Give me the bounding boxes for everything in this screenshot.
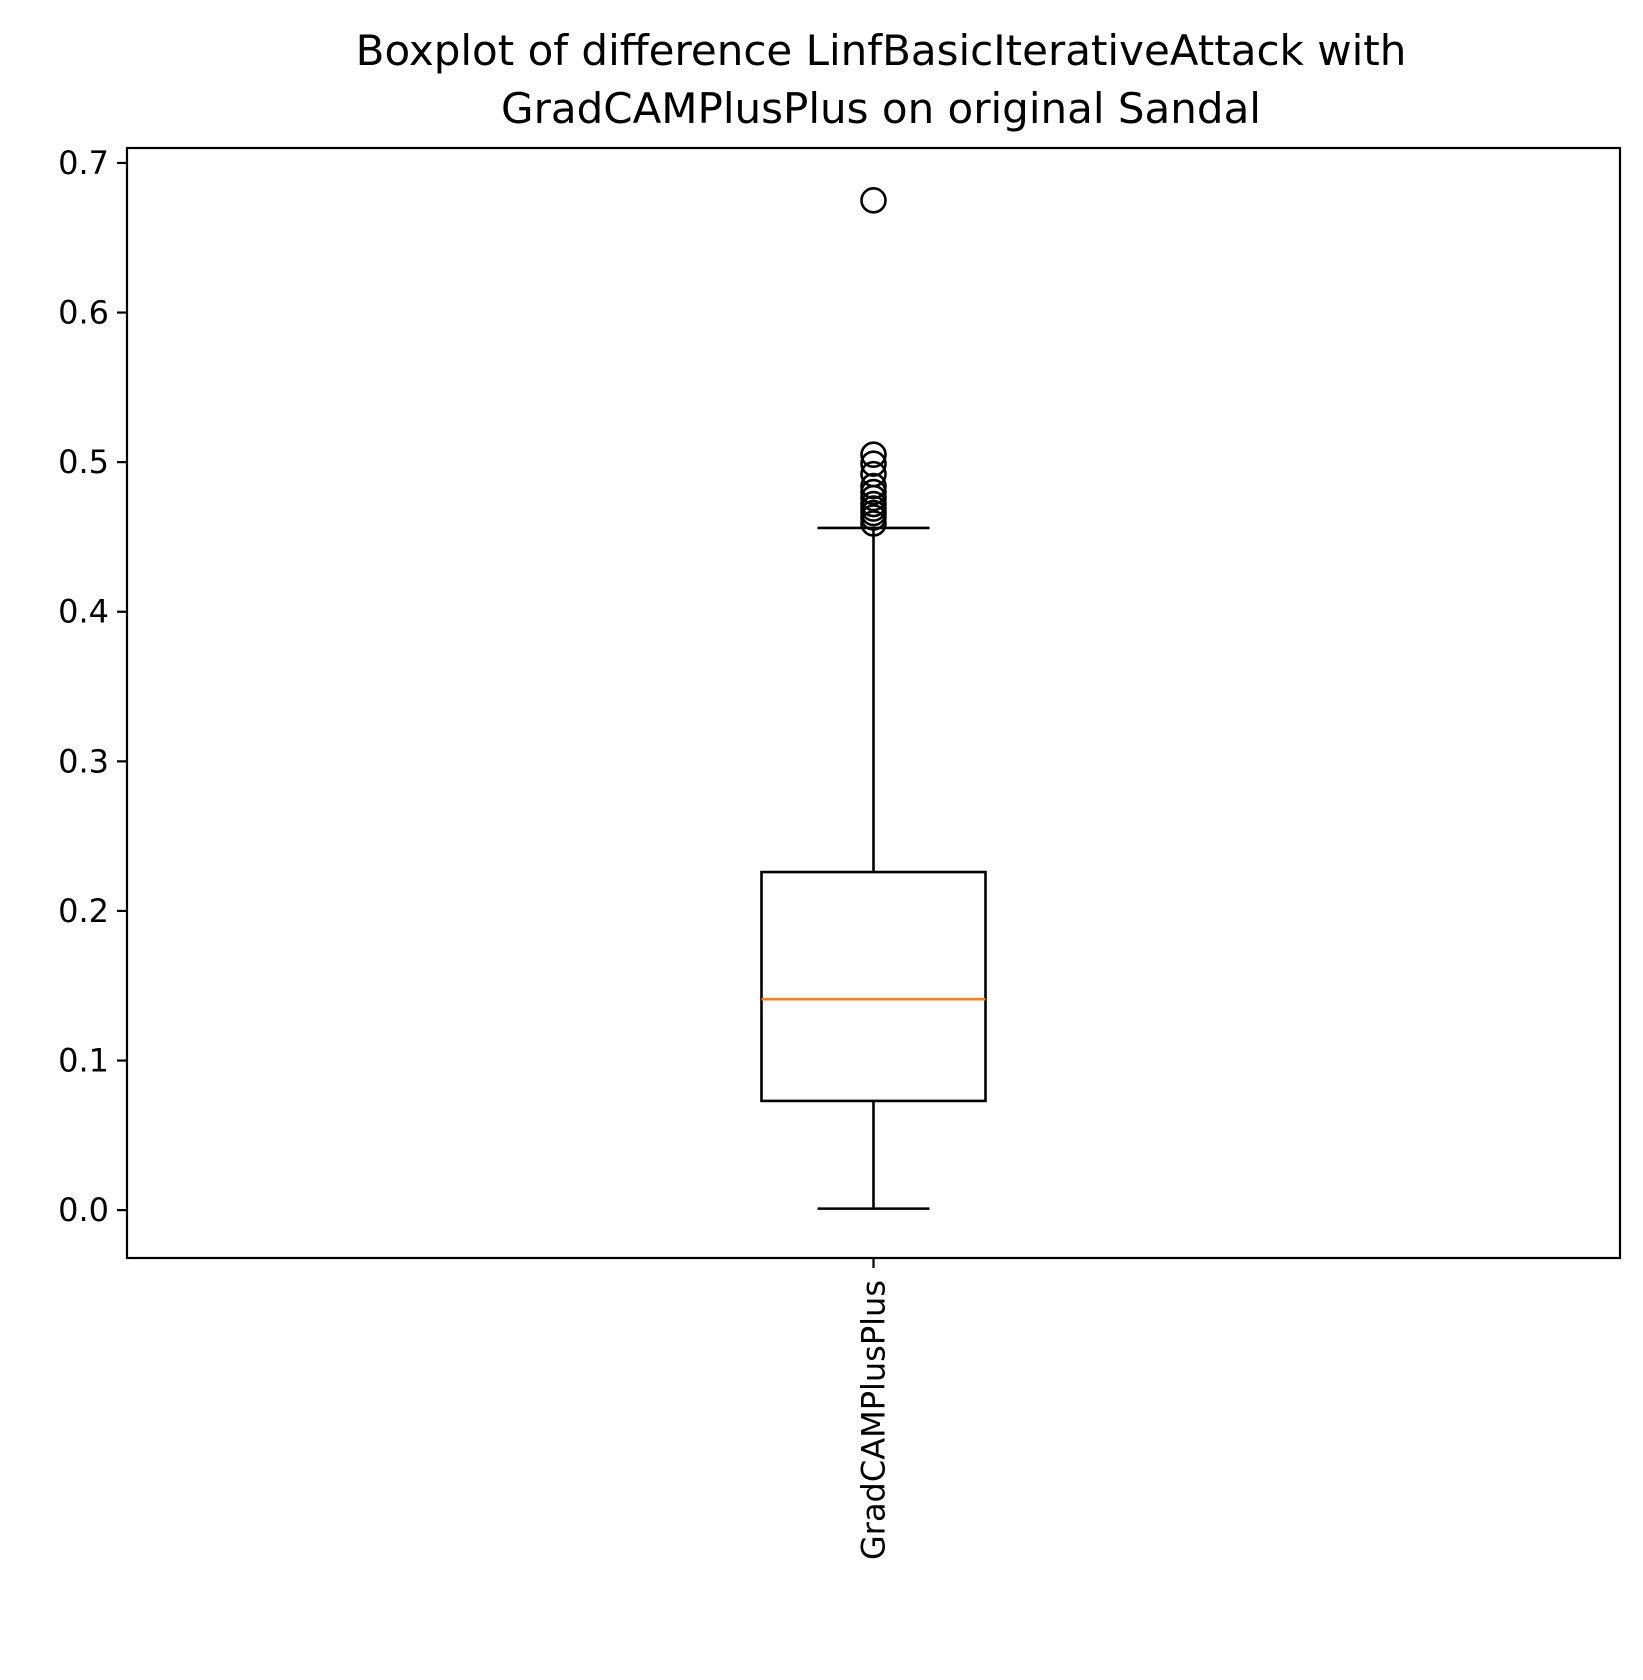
outlier-point	[860, 460, 887, 488]
y-tick-label: 0.2	[58, 892, 109, 930]
outlier-point	[860, 187, 887, 214]
axes-frame	[125, 146, 1622, 1260]
y-tick-label: 0.3	[58, 742, 109, 780]
y-axis: 0.0 0.1 0.2 0.3 0.4 0.5 0.6 0.7	[58, 144, 127, 1229]
chart-title: Boxplot of difference LinfBasicIterative…	[356, 26, 1407, 133]
outlier-point	[860, 490, 887, 518]
y-tick-label: 0.0	[58, 1191, 109, 1229]
title-line-1: Boxplot of difference LinfBasicIterative…	[356, 26, 1407, 75]
y-tick-label: 0.1	[58, 1042, 109, 1080]
y-tick-label: 0.7	[58, 144, 109, 182]
outlier-point	[860, 478, 887, 506]
y-tick-label: 0.4	[58, 593, 109, 631]
x-axis: GradCAMPlusPlus	[855, 1258, 893, 1560]
y-tick-label: 0.5	[58, 443, 109, 481]
x-tick-label: GradCAMPlusPlus	[855, 1280, 893, 1560]
outlier-point	[860, 472, 887, 500]
outlier-point	[860, 510, 887, 537]
outlier-point	[860, 441, 887, 468]
title-line-2: GradCAMPlusPlus on original Sandal	[501, 84, 1261, 133]
outlier-point	[860, 450, 887, 477]
plot-area	[760, 187, 987, 1210]
box-group	[760, 187, 987, 1210]
y-tick-label: 0.6	[58, 294, 109, 332]
box-iqr	[760, 870, 987, 1103]
